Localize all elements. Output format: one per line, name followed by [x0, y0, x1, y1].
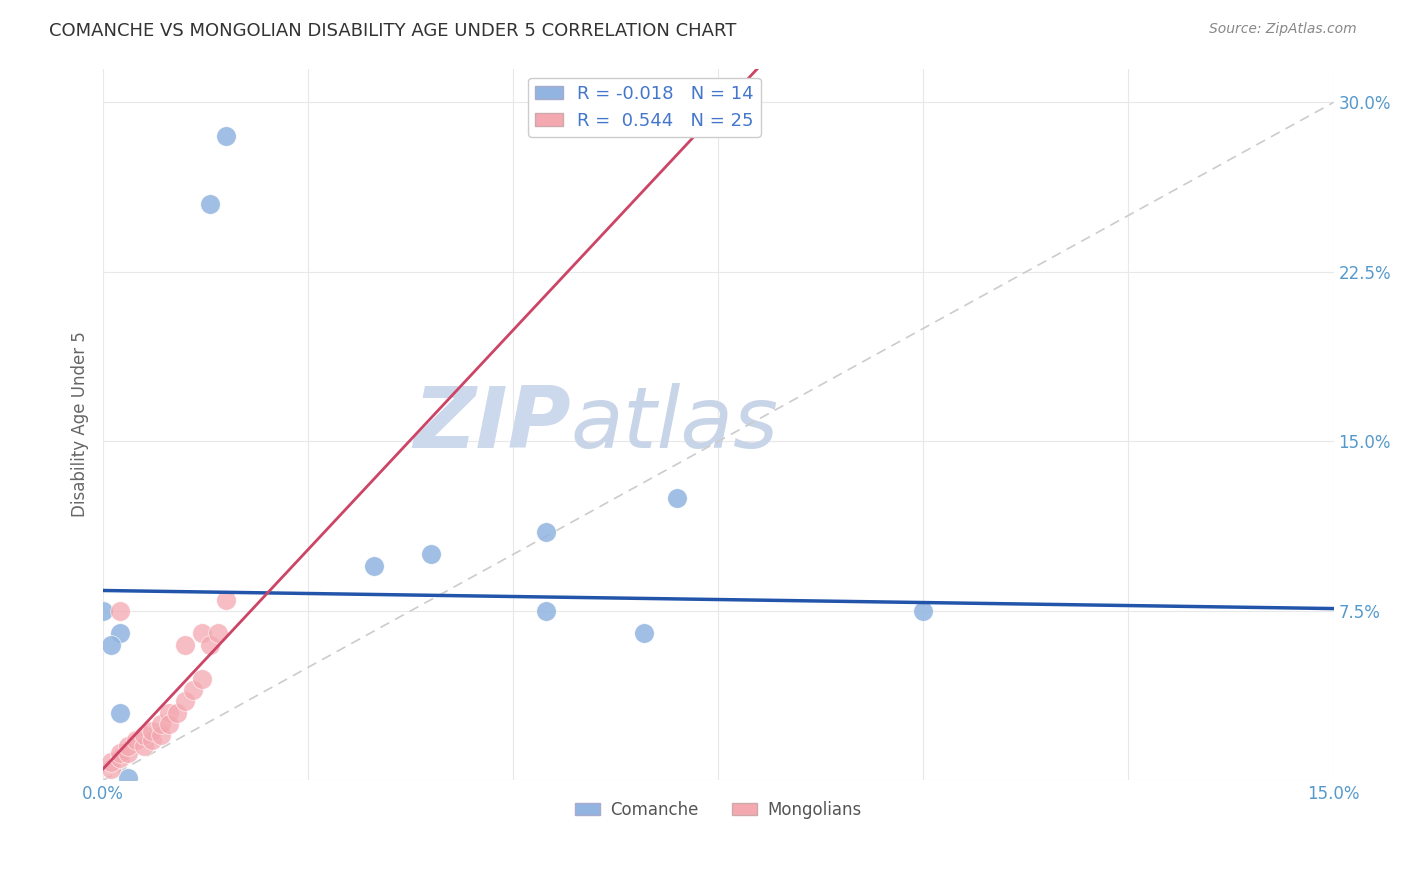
Point: [215, 129, 238, 144]
Point: [534, 604, 557, 618]
Point: [183, 682, 205, 697]
Point: [141, 723, 163, 738]
Point: [117, 771, 139, 785]
Legend: Comanche, Mongolians: Comanche, Mongolians: [568, 794, 868, 825]
Point: [125, 732, 148, 747]
Point: [190, 626, 212, 640]
Text: ZIP: ZIP: [413, 383, 571, 466]
Point: [534, 524, 557, 539]
Text: atlas: atlas: [571, 383, 779, 466]
Text: Source: ZipAtlas.com: Source: ZipAtlas.com: [1209, 22, 1357, 37]
Point: [198, 197, 221, 211]
Point: [420, 547, 443, 561]
Point: [157, 706, 180, 720]
Point: [108, 626, 131, 640]
Point: [666, 491, 689, 505]
Text: COMANCHE VS MONGOLIAN DISABILITY AGE UNDER 5 CORRELATION CHART: COMANCHE VS MONGOLIAN DISABILITY AGE UND…: [49, 22, 737, 40]
Point: [100, 756, 122, 770]
Point: [215, 592, 238, 607]
Point: [91, 604, 114, 618]
Point: [134, 728, 156, 742]
Point: [141, 732, 163, 747]
Point: [166, 706, 188, 720]
Point: [207, 626, 229, 640]
Point: [363, 558, 385, 573]
Point: [190, 672, 212, 686]
Y-axis label: Disability Age Under 5: Disability Age Under 5: [72, 332, 89, 517]
Point: [108, 604, 131, 618]
Point: [117, 739, 139, 754]
Point: [108, 746, 131, 760]
Point: [108, 750, 131, 764]
Point: [149, 716, 172, 731]
Point: [100, 638, 122, 652]
Point: [117, 746, 139, 760]
Point: [198, 638, 221, 652]
Point: [174, 638, 197, 652]
Point: [174, 694, 197, 708]
Point: [108, 706, 131, 720]
Point: [157, 716, 180, 731]
Point: [912, 604, 935, 618]
Point: [633, 626, 655, 640]
Point: [149, 728, 172, 742]
Point: [100, 762, 122, 776]
Point: [134, 739, 156, 754]
